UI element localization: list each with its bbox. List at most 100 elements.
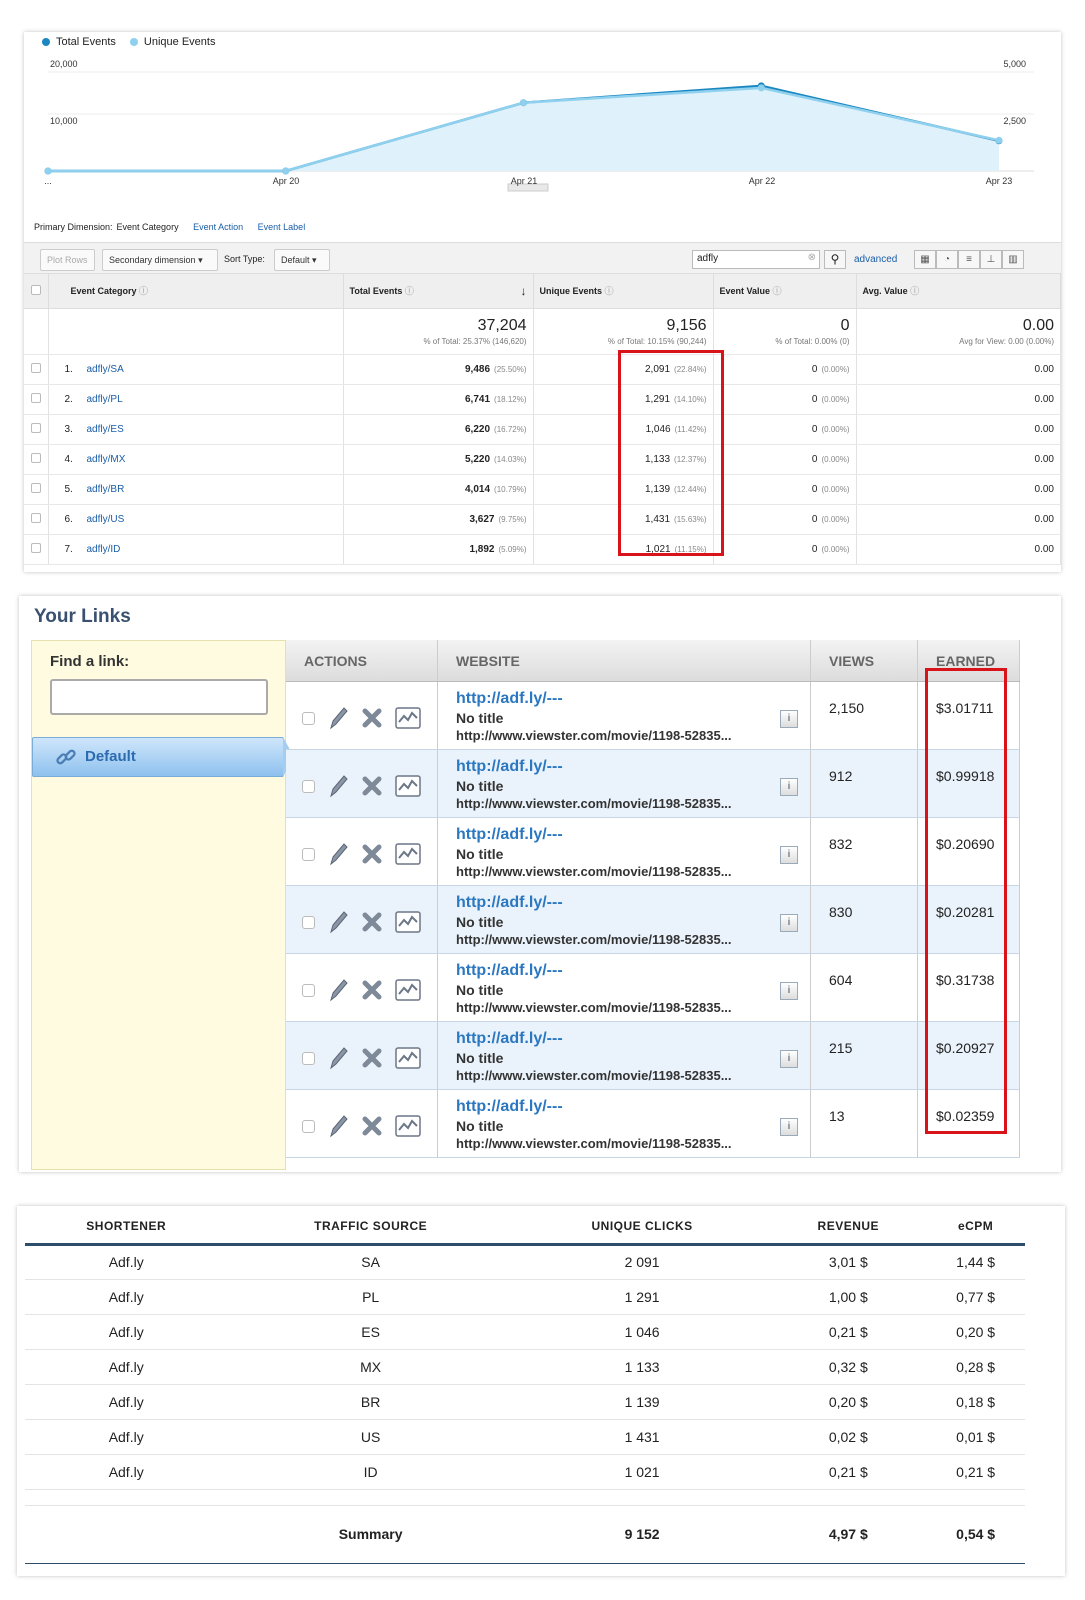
plot-rows-button[interactable]: Plot Rows <box>40 249 95 271</box>
row-checkbox[interactable] <box>30 392 41 403</box>
stats-chart-icon[interactable] <box>395 911 421 933</box>
avg-value-total: 0.00 Avg for View: 0.00 (0.00%) <box>856 308 1061 355</box>
dimension-link-event-action[interactable]: Event Action <box>193 222 244 232</box>
info-icon[interactable]: i <box>780 914 798 932</box>
row-checkbox[interactable] <box>302 779 315 793</box>
delete-x-icon[interactable] <box>361 707 383 729</box>
col-unique-events[interactable]: Unique Events ⓘ <box>533 274 714 309</box>
find-link-input[interactable] <box>50 679 268 715</box>
edit-pencil-icon[interactable] <box>327 706 349 730</box>
event-category-link[interactable]: adfly/MX <box>86 453 126 465</box>
row-checkbox[interactable] <box>302 711 315 725</box>
stats-chart-icon[interactable] <box>395 979 421 1001</box>
stats-chart-icon[interactable] <box>395 843 421 865</box>
stats-chart-icon[interactable] <box>395 775 421 797</box>
unique-events-point[interactable] <box>282 167 290 175</box>
row-checkbox[interactable] <box>302 983 315 997</box>
row-checkbox[interactable] <box>30 482 41 493</box>
help-icon[interactable]: ⓘ <box>772 286 782 297</box>
short-url-link[interactable]: http://adf.ly/--- <box>456 758 563 775</box>
short-url-link[interactable]: http://adf.ly/--- <box>456 894 563 911</box>
info-icon[interactable]: i <box>780 1050 798 1068</box>
stats-chart-icon[interactable] <box>395 707 421 729</box>
stats-chart-icon[interactable] <box>395 1047 421 1069</box>
delete-x-icon[interactable] <box>361 911 383 933</box>
event-category-link[interactable]: adfly/ES <box>86 423 124 435</box>
row-checkbox[interactable] <box>302 915 315 929</box>
event-category-link[interactable]: adfly/BR <box>86 483 125 495</box>
short-url-link[interactable]: http://adf.ly/--- <box>456 962 563 979</box>
pivot-view-icon[interactable]: ▥ <box>1002 250 1024 269</box>
event-category-link[interactable]: adfly/SA <box>86 363 124 375</box>
edit-pencil-icon[interactable] <box>327 842 349 866</box>
short-url-link[interactable]: http://adf.ly/--- <box>456 1098 563 1115</box>
performance-view-icon[interactable]: ≡ <box>958 250 980 269</box>
row-checkbox[interactable] <box>302 847 315 861</box>
edit-pencil-icon[interactable] <box>327 978 349 1002</box>
chart-resize-handle[interactable] <box>507 183 549 192</box>
delete-x-icon[interactable] <box>361 979 383 1001</box>
clear-icon[interactable]: ⊗ <box>807 252 816 263</box>
row-checkbox[interactable] <box>30 362 41 373</box>
table-view-icon[interactable]: ▦ <box>914 250 936 269</box>
row-checkbox[interactable] <box>30 542 41 553</box>
earned-cell: $0.20927 <box>918 1022 1020 1089</box>
col-event-category[interactable]: Event Category ⓘ <box>48 274 344 309</box>
sort-arrow-icon[interactable]: ↓ <box>520 283 527 298</box>
edit-pencil-icon[interactable] <box>327 774 349 798</box>
delete-x-icon[interactable] <box>361 1047 383 1069</box>
short-url-link[interactable]: http://adf.ly/--- <box>456 1030 563 1047</box>
edit-pencil-icon[interactable] <box>327 1114 349 1138</box>
event-category-link[interactable]: adfly/ID <box>86 543 121 555</box>
advanced-filter-link[interactable]: advanced <box>854 254 898 265</box>
row-checkbox[interactable] <box>302 1119 315 1133</box>
edit-pencil-icon[interactable] <box>327 910 349 934</box>
edit-pencil-icon[interactable] <box>327 1046 349 1070</box>
legend-item-unique[interactable]: Unique Events <box>129 36 215 48</box>
help-icon[interactable]: ⓘ <box>604 286 614 297</box>
delete-x-icon[interactable] <box>361 843 383 865</box>
unique-events-point[interactable] <box>757 84 765 92</box>
earned-cell: $3.01711 <box>918 682 1020 749</box>
search-icon[interactable]: ⚲ <box>824 250 846 269</box>
unique-events-point[interactable] <box>995 136 1003 144</box>
info-icon[interactable]: i <box>780 846 798 864</box>
col-event-value[interactable]: Event Value ⓘ <box>713 274 857 309</box>
default-group-tab[interactable]: Default <box>32 737 294 777</box>
row-checkbox[interactable] <box>30 422 41 433</box>
help-icon[interactable]: ⓘ <box>404 285 414 296</box>
short-url-link[interactable]: http://adf.ly/--- <box>456 690 563 707</box>
col-avg-value[interactable]: Avg. Value ⓘ <box>856 274 1061 309</box>
select-all-checkbox[interactable] <box>30 284 41 295</box>
secondary-dimension-dropdown[interactable]: Secondary dimension ▾ <box>102 249 218 271</box>
summary-cell: 1 021 <box>513 1454 771 1490</box>
row-checkbox[interactable] <box>302 1051 315 1065</box>
info-icon[interactable]: i <box>780 778 798 796</box>
row-checkbox[interactable] <box>30 452 41 463</box>
event-value-cell: 0 (0.00%) <box>713 444 857 475</box>
unique-events-point[interactable] <box>520 99 527 107</box>
row-checkbox[interactable] <box>30 512 41 523</box>
row-number: 1. <box>64 363 73 375</box>
short-url-link[interactable]: http://adf.ly/--- <box>456 826 563 843</box>
info-icon[interactable]: i <box>780 710 798 728</box>
help-icon[interactable]: ⓘ <box>139 286 149 297</box>
table-row: 1. adfly/SA 9,486 (25.50%) 2,091 (22.84%) 0 (0.… <box>24 354 1061 385</box>
comparison-view-icon[interactable]: ⊥ <box>980 250 1002 269</box>
col-total-events[interactable]: Total Events ⓘ ↓ <box>343 274 534 309</box>
delete-x-icon[interactable] <box>361 1115 383 1137</box>
help-icon[interactable]: ⓘ <box>910 286 920 297</box>
dimension-link-event-label[interactable]: Event Label <box>257 222 306 232</box>
unique-events-point[interactable] <box>44 167 52 175</box>
event-category-link[interactable]: adfly/PL <box>86 393 123 405</box>
legend-item-total[interactable]: Total Events <box>42 36 116 48</box>
sort-type-dropdown[interactable]: Default ▾ <box>274 249 330 271</box>
event-value-cell: 0 (0.00%) <box>713 384 857 415</box>
table-search-input[interactable]: adfly ⊗ <box>692 250 820 269</box>
pie-view-icon[interactable]: ◔ <box>936 250 958 269</box>
info-icon[interactable]: i <box>780 1118 798 1136</box>
info-icon[interactable]: i <box>780 982 798 1000</box>
delete-x-icon[interactable] <box>361 775 383 797</box>
stats-chart-icon[interactable] <box>395 1115 421 1137</box>
event-category-link[interactable]: adfly/US <box>86 513 125 525</box>
